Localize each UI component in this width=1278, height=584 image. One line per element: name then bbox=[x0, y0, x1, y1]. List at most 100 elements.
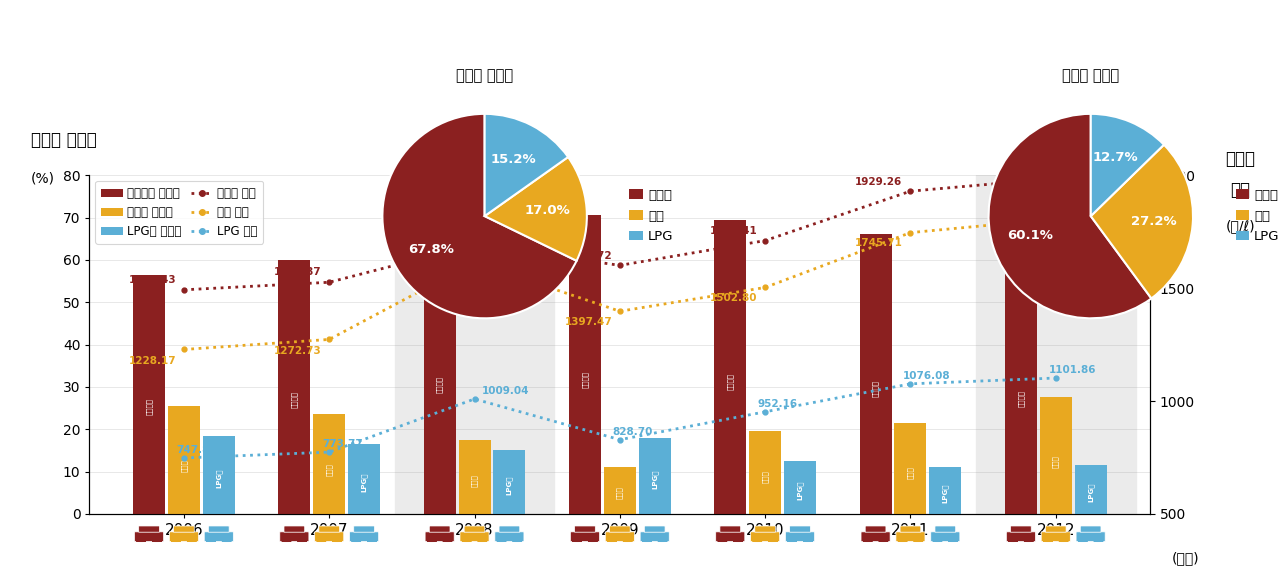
Legend: 휘발유차 판매율, 경유차 판매율, LPG차 판매율, 휘발유 가격, 경유 가격, LPG 가격: 휘발유차 판매율, 경유차 판매율, LPG차 판매율, 휘발유 가격, 경유 … bbox=[96, 181, 263, 244]
Bar bbox=[459, 440, 491, 514]
Bar bbox=[1040, 398, 1072, 514]
Text: 휘발유차: 휘발유차 bbox=[146, 398, 152, 415]
Bar bbox=[929, 467, 961, 514]
Bar bbox=[639, 438, 671, 514]
Wedge shape bbox=[484, 114, 569, 216]
Text: LPG차: LPG차 bbox=[360, 472, 367, 492]
Text: 1397.47: 1397.47 bbox=[565, 317, 612, 327]
Wedge shape bbox=[1091, 145, 1192, 298]
Text: 1929.26: 1929.26 bbox=[855, 177, 902, 187]
Bar bbox=[279, 260, 311, 514]
FancyBboxPatch shape bbox=[900, 526, 920, 532]
Text: 1272.73: 1272.73 bbox=[273, 346, 322, 356]
Title: 승용차 판매율: 승용차 판매율 bbox=[1062, 68, 1120, 83]
Bar bbox=[395, 175, 555, 514]
FancyBboxPatch shape bbox=[716, 532, 745, 541]
FancyBboxPatch shape bbox=[170, 532, 198, 541]
Text: 경유차: 경유차 bbox=[907, 467, 914, 479]
FancyBboxPatch shape bbox=[280, 532, 309, 541]
Bar bbox=[569, 215, 601, 514]
Text: 60.1%: 60.1% bbox=[1007, 230, 1053, 242]
Legend: 휘발유, 경유, LPG: 휘발유, 경유, LPG bbox=[1231, 183, 1278, 249]
Wedge shape bbox=[989, 114, 1151, 318]
Text: 휘발유차: 휘발유차 bbox=[727, 373, 734, 390]
FancyBboxPatch shape bbox=[865, 526, 886, 532]
FancyBboxPatch shape bbox=[498, 526, 520, 532]
Text: 휘발유차: 휘발유차 bbox=[291, 391, 298, 408]
Text: LPG차: LPG차 bbox=[942, 483, 948, 503]
Bar bbox=[493, 450, 525, 514]
Text: 1525.87: 1525.87 bbox=[273, 267, 322, 277]
FancyBboxPatch shape bbox=[750, 532, 780, 541]
Text: 경유차: 경유차 bbox=[180, 459, 187, 472]
FancyBboxPatch shape bbox=[786, 532, 814, 541]
Text: 주유소: 주유소 bbox=[1226, 151, 1255, 168]
FancyBboxPatch shape bbox=[1045, 526, 1066, 532]
Bar bbox=[133, 274, 165, 514]
Text: 15.2%: 15.2% bbox=[491, 153, 537, 166]
FancyBboxPatch shape bbox=[755, 526, 776, 532]
Text: 경유차: 경유차 bbox=[472, 474, 478, 487]
Text: 1985.76: 1985.76 bbox=[1001, 164, 1048, 174]
Bar bbox=[976, 175, 1136, 514]
Bar bbox=[895, 423, 927, 514]
FancyBboxPatch shape bbox=[644, 526, 665, 532]
Text: LPG차: LPG차 bbox=[652, 470, 658, 489]
Text: 가격: 가격 bbox=[1231, 181, 1250, 199]
FancyBboxPatch shape bbox=[935, 526, 956, 532]
FancyBboxPatch shape bbox=[204, 532, 234, 541]
Text: 휘발유차: 휘발유차 bbox=[1017, 390, 1024, 407]
FancyBboxPatch shape bbox=[174, 526, 194, 532]
Wedge shape bbox=[1091, 114, 1164, 216]
Text: 747.86: 747.86 bbox=[176, 445, 217, 455]
FancyBboxPatch shape bbox=[930, 532, 960, 541]
FancyBboxPatch shape bbox=[134, 532, 164, 541]
FancyBboxPatch shape bbox=[320, 526, 340, 532]
Bar bbox=[1075, 465, 1107, 514]
Text: LPG차: LPG차 bbox=[796, 481, 804, 500]
Text: 1710.41: 1710.41 bbox=[709, 226, 758, 237]
FancyBboxPatch shape bbox=[610, 526, 630, 532]
FancyBboxPatch shape bbox=[284, 526, 304, 532]
FancyBboxPatch shape bbox=[1006, 532, 1035, 541]
Text: (원/ℓ): (원/ℓ) bbox=[1226, 219, 1255, 233]
FancyBboxPatch shape bbox=[464, 526, 484, 532]
FancyBboxPatch shape bbox=[1011, 526, 1031, 532]
Text: 17.0%: 17.0% bbox=[525, 204, 571, 217]
FancyBboxPatch shape bbox=[570, 532, 599, 541]
FancyBboxPatch shape bbox=[896, 532, 925, 541]
Text: 952.16: 952.16 bbox=[758, 399, 797, 409]
Text: 휘발유차: 휘발유차 bbox=[581, 371, 588, 388]
Text: 67.8%: 67.8% bbox=[408, 243, 454, 256]
FancyBboxPatch shape bbox=[314, 532, 344, 541]
Text: 1692.14: 1692.14 bbox=[482, 231, 529, 241]
FancyBboxPatch shape bbox=[606, 532, 634, 541]
Legend: 휘발유, 경유, LPG: 휘발유, 경유, LPG bbox=[624, 183, 679, 249]
Bar bbox=[348, 444, 380, 514]
Title: 승용차 판매율: 승용차 판매율 bbox=[456, 68, 514, 83]
Text: 승용차 판매율: 승용차 판매율 bbox=[31, 131, 97, 149]
FancyBboxPatch shape bbox=[426, 532, 454, 541]
FancyBboxPatch shape bbox=[208, 526, 229, 532]
Text: 1101.86: 1101.86 bbox=[1048, 365, 1097, 375]
Text: 휘발유차: 휘발유차 bbox=[436, 376, 443, 393]
Text: 27.2%: 27.2% bbox=[1131, 215, 1177, 228]
FancyBboxPatch shape bbox=[1076, 532, 1105, 541]
FancyBboxPatch shape bbox=[1080, 526, 1100, 532]
FancyBboxPatch shape bbox=[350, 532, 378, 541]
Text: 경유차: 경유차 bbox=[326, 463, 332, 475]
Text: 1228.17: 1228.17 bbox=[129, 356, 176, 366]
FancyBboxPatch shape bbox=[460, 532, 489, 541]
FancyBboxPatch shape bbox=[1042, 532, 1070, 541]
Text: LPG차: LPG차 bbox=[506, 475, 512, 495]
FancyBboxPatch shape bbox=[429, 526, 450, 532]
Wedge shape bbox=[484, 157, 587, 261]
Text: 1745.71: 1745.71 bbox=[855, 238, 904, 248]
Text: (%): (%) bbox=[31, 172, 55, 186]
Text: 828.70: 828.70 bbox=[612, 427, 653, 437]
Bar bbox=[783, 461, 815, 514]
Bar bbox=[749, 432, 781, 514]
FancyBboxPatch shape bbox=[495, 532, 524, 541]
Text: 경유차: 경유차 bbox=[1053, 455, 1059, 468]
Bar bbox=[860, 235, 892, 514]
